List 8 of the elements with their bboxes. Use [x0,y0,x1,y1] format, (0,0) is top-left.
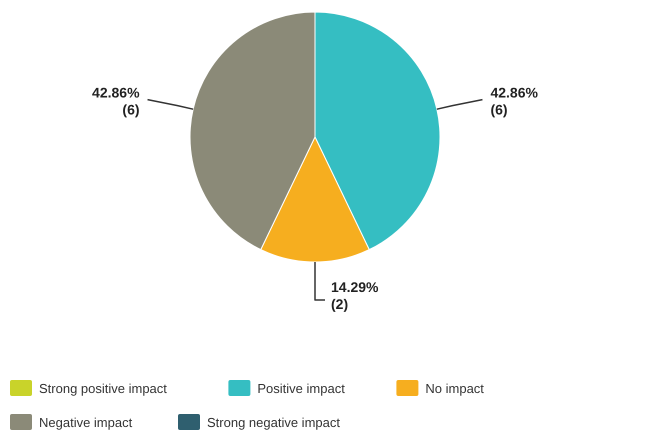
data-label: 42.86% (6) [490,84,538,118]
data-label: 14.29% (2) [331,279,380,312]
data-label: 42.86% (6) [92,84,140,118]
legend-label: No impact [425,381,484,396]
legend-label: Strong positive impact [39,381,168,396]
legend-label: Strong negative impact [207,415,340,430]
legend-label: Negative impact [39,415,133,430]
legend-label: Positive impact [257,381,346,396]
